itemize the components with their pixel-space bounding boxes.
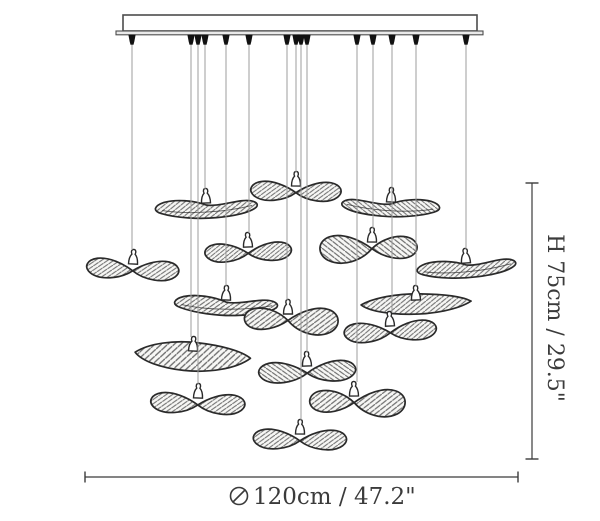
shade-body: [341, 197, 439, 218]
shade-cone: [282, 298, 294, 315]
shade-fold-line: [347, 204, 434, 212]
shade-body: [258, 360, 356, 384]
cord-grip: [297, 34, 305, 45]
ceiling-canopy: [122, 14, 478, 32]
pendant-shade-butterfly: [204, 231, 291, 263]
cord-grip: [412, 34, 420, 45]
shade-cone: [127, 248, 139, 265]
width-dimension: 120cm / 47.2": [84, 471, 519, 510]
pendant-shade-butterfly: [258, 350, 356, 384]
cord-grip: [388, 34, 396, 45]
shade-body: [320, 235, 418, 264]
cord-grip: [462, 34, 470, 45]
cord-grip: [245, 34, 253, 45]
shade-body: [244, 308, 338, 335]
cord-grip: [292, 34, 300, 45]
shade-cone: [460, 247, 472, 265]
pendant-shade-infinity: [320, 226, 418, 264]
pendant-shade-infinity: [309, 380, 406, 419]
chandelier-fixture: [86, 14, 517, 451]
shade-cone: [301, 350, 313, 367]
shade-body: [253, 429, 346, 450]
pendant-shade-widehat: [155, 187, 258, 220]
cord-grip: [369, 34, 377, 45]
pendant-shade-swoosh: [361, 284, 472, 316]
shade-cone: [366, 226, 378, 243]
cord-grip: [128, 34, 136, 45]
shade-fold-line: [424, 264, 511, 275]
shade-body: [344, 319, 437, 343]
shade-cone: [220, 284, 232, 301]
shade-cone: [384, 310, 396, 327]
shade-cone: [192, 382, 204, 399]
pendant-shade-widehat: [341, 186, 440, 219]
pendant-shade-widehat: [416, 247, 517, 281]
cord-grip: [353, 34, 361, 45]
height-dimension-label: H 75cm / 29.5": [542, 234, 567, 402]
shade-body: [251, 181, 342, 202]
shade-body: [205, 241, 292, 262]
pendant-shade-butterfly: [251, 170, 342, 202]
shade-cone: [410, 284, 422, 301]
pendant-shade-infinity: [244, 298, 338, 335]
shade-cone: [187, 335, 199, 352]
shade-body: [417, 256, 517, 281]
shade-cone: [200, 187, 212, 204]
cord-grip: [303, 34, 311, 45]
shade-fold-line: [181, 302, 272, 310]
cord-grip: [222, 34, 230, 45]
pendant-shade-butterfly: [253, 418, 347, 451]
shade-body: [86, 257, 179, 281]
pendant-shade-butterfly: [150, 382, 245, 415]
shade-body: [150, 392, 245, 415]
shade-body: [310, 389, 406, 418]
shade-fold-line: [162, 205, 252, 213]
shade-cone: [294, 418, 306, 435]
cord-grip: [201, 34, 209, 45]
cord-grip: [283, 34, 291, 45]
pendant-shade-swoosh: [134, 335, 251, 374]
shade-cone: [348, 380, 360, 397]
canopy-mounting-bar: [115, 30, 484, 36]
shade-body: [134, 339, 251, 374]
pendant-shade-butterfly: [86, 248, 180, 282]
height-dimension: H 75cm / 29.5": [525, 182, 567, 460]
cord-grip: [187, 34, 195, 45]
shade-cone: [385, 186, 397, 203]
shade-cone: [290, 170, 302, 187]
width-dimension-label: 120cm / 47.2": [253, 484, 416, 510]
diameter-icon: [229, 486, 249, 506]
cord-grip: [194, 34, 202, 45]
shade-body: [155, 198, 257, 220]
shade-cone: [242, 231, 254, 248]
pendant-shade-butterfly: [343, 310, 437, 344]
